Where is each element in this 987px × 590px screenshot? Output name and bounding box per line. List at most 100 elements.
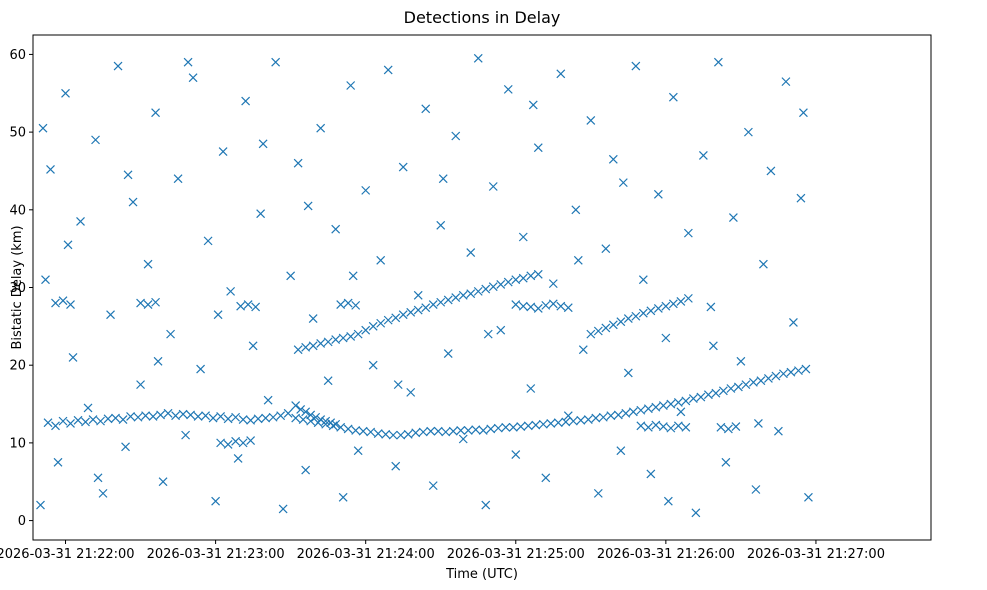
detection-point xyxy=(561,417,571,427)
detection-point xyxy=(426,426,436,436)
detection-point xyxy=(548,299,558,309)
detection-point xyxy=(298,415,308,425)
detection-point xyxy=(141,411,150,421)
detection-point xyxy=(451,293,461,303)
detection-point xyxy=(788,318,798,327)
detection-point xyxy=(36,500,45,510)
detection-point xyxy=(111,413,120,423)
detection-point xyxy=(458,434,468,444)
detection-point xyxy=(126,412,135,421)
detection-point xyxy=(121,442,130,452)
detection-point xyxy=(308,314,318,324)
detection-point xyxy=(151,108,160,118)
detection-point xyxy=(181,430,191,440)
detection-point xyxy=(598,412,608,422)
chart-title: Detections in Delay xyxy=(404,8,561,27)
detection-point xyxy=(271,57,281,67)
detection-point xyxy=(731,422,741,431)
detection-point xyxy=(361,185,371,195)
x-axis-title: Time (UTC) xyxy=(445,567,518,582)
detection-point xyxy=(481,500,491,510)
detection-point xyxy=(481,284,491,294)
detection-point xyxy=(646,306,656,316)
detection-point xyxy=(718,386,728,396)
detection-point xyxy=(343,298,353,308)
detection-point xyxy=(556,69,566,79)
detection-point xyxy=(638,275,648,285)
detection-point xyxy=(361,325,371,335)
detection-point xyxy=(553,418,563,428)
detection-point xyxy=(571,205,581,215)
detection-point xyxy=(91,135,100,145)
detection-point xyxy=(41,275,50,285)
detection-point xyxy=(658,422,668,431)
detection-point xyxy=(393,380,403,390)
detection-point xyxy=(291,401,301,411)
detection-point xyxy=(801,364,811,374)
detection-point xyxy=(721,457,731,467)
detection-point xyxy=(511,450,521,459)
detection-point xyxy=(438,174,448,184)
detection-point xyxy=(751,485,761,494)
detection-point xyxy=(66,300,75,310)
detection-point xyxy=(321,416,331,426)
detection-point xyxy=(323,337,333,347)
detection-point xyxy=(516,422,526,431)
detection-point xyxy=(196,364,206,374)
detection-point xyxy=(518,273,528,283)
detection-point xyxy=(96,416,105,426)
detection-point xyxy=(76,217,85,226)
detection-point xyxy=(373,429,383,438)
detection-point xyxy=(143,300,153,310)
detection-point xyxy=(216,438,226,448)
detection-point xyxy=(526,271,536,281)
detection-point xyxy=(311,412,321,422)
detection-point xyxy=(673,421,683,431)
detection-point xyxy=(518,232,528,242)
detection-point xyxy=(238,415,248,425)
detection-point xyxy=(418,427,428,437)
detection-point xyxy=(331,419,341,429)
detection-point xyxy=(46,164,55,174)
detection-point xyxy=(753,419,763,428)
detection-point xyxy=(61,88,70,98)
x-tick-label: 2026-03-31 21:23:00 xyxy=(147,547,285,562)
detection-point xyxy=(726,384,736,393)
detection-point xyxy=(83,403,93,413)
detection-point xyxy=(541,300,551,310)
detection-point xyxy=(591,413,601,423)
detection-point xyxy=(661,333,671,343)
detection-point xyxy=(563,303,573,313)
detection-point xyxy=(478,426,488,435)
detection-point xyxy=(541,473,551,483)
detection-point xyxy=(326,418,336,428)
x-axis: 2026-03-31 21:22:00 2026-03-31 21:23:00 20… xyxy=(0,540,885,562)
detection-point xyxy=(786,367,796,377)
detection-point xyxy=(226,286,236,296)
detection-point xyxy=(301,342,311,352)
detection-point xyxy=(106,310,115,320)
detection-point xyxy=(376,255,386,265)
detection-point xyxy=(216,412,226,421)
detection-point xyxy=(421,303,431,313)
detection-point xyxy=(263,395,273,405)
detection-point xyxy=(533,304,543,313)
detection-point xyxy=(593,488,603,498)
detection-point xyxy=(613,410,623,420)
detection-point xyxy=(531,420,541,430)
detection-point xyxy=(51,298,60,308)
detection-point xyxy=(188,73,198,83)
detection-point xyxy=(308,341,318,351)
detection-point xyxy=(563,411,573,421)
detection-point xyxy=(653,304,663,313)
detection-point xyxy=(301,407,311,417)
detection-point xyxy=(151,297,160,307)
detection-point xyxy=(473,286,483,296)
detection-point xyxy=(388,430,398,440)
detection-point xyxy=(133,412,143,422)
y-tick-label: 10 xyxy=(9,436,26,451)
detection-point xyxy=(153,356,163,366)
detection-point xyxy=(246,436,256,445)
detection-point xyxy=(653,189,663,199)
detection-point xyxy=(286,271,296,281)
